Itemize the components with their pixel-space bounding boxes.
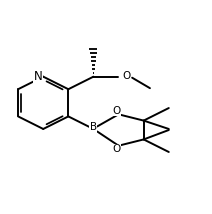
Text: O: O — [113, 144, 121, 155]
Text: B: B — [90, 122, 97, 132]
Text: N: N — [34, 70, 42, 83]
Text: O: O — [113, 106, 121, 116]
Text: O: O — [123, 71, 131, 81]
